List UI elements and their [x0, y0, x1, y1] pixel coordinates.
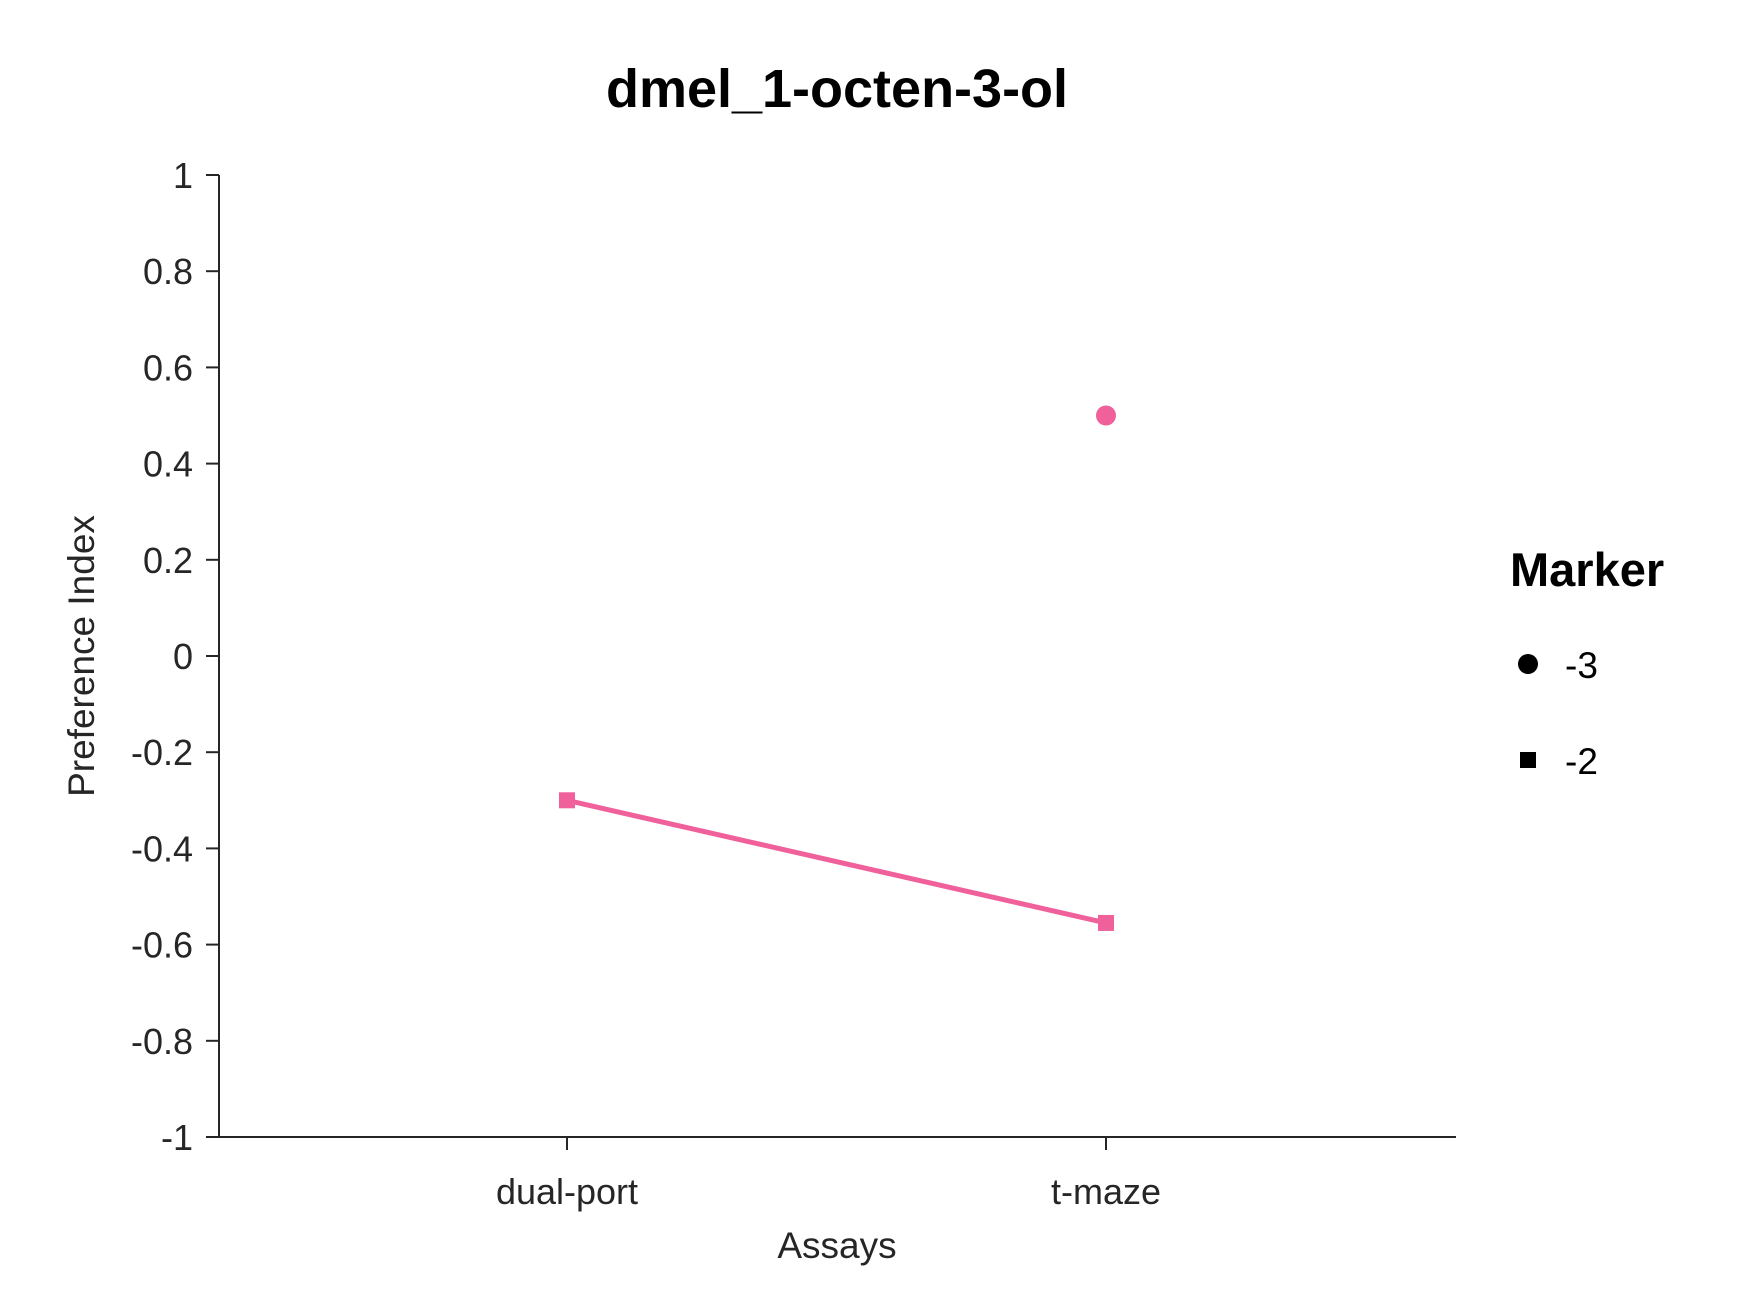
data-point-square [559, 792, 575, 809]
y-tick-label: -0.8 [131, 1021, 193, 1062]
chart-title: dmel_1-octen-3-ol [606, 59, 1068, 119]
data-point-circle [1096, 405, 1116, 426]
y-tick-label: -0.4 [131, 828, 193, 869]
y-tick-label: 0.6 [143, 347, 193, 388]
series-layer [559, 405, 1116, 931]
y-tick-label: 0 [173, 636, 193, 677]
legend-label-circle: -3 [1565, 645, 1598, 686]
y-tick-label: 1 [173, 155, 193, 196]
legend-marker-circle [1518, 654, 1538, 674]
plot-area: 1 0.8 0.6 0.4 0.2 0 -0.2 -0.4 -0.6 -0.8 -1 dual-po… [131, 155, 1456, 1212]
x-tick-label: dual-port [496, 1171, 638, 1212]
y-tick-label: -0.6 [131, 925, 193, 966]
y-tick-label: 0.8 [143, 251, 193, 292]
legend-title: Marker [1510, 543, 1664, 596]
data-point-square [1098, 914, 1114, 931]
y-axis-title: Preference Index [61, 515, 102, 797]
x-tick-label: t-maze [1051, 1171, 1161, 1212]
y-axis-ticks: 1 0.8 0.6 0.4 0.2 0 -0.2 -0.4 -0.6 -0.8 -1 [131, 155, 219, 1158]
y-tick-label: 0.4 [143, 444, 193, 485]
legend: Marker -3 -2 [1510, 543, 1664, 782]
x-axis-ticks: dual-port t-maze [496, 1137, 1161, 1212]
x-axis-title: Assays [777, 1225, 896, 1266]
legend-marker-square [1520, 752, 1536, 768]
y-tick-label: -0.2 [131, 732, 193, 773]
y-tick-label: 0.2 [143, 540, 193, 581]
legend-label-square: -2 [1565, 741, 1598, 782]
y-tick-label: -1 [161, 1117, 193, 1158]
series-line-square [566, 797, 1107, 926]
